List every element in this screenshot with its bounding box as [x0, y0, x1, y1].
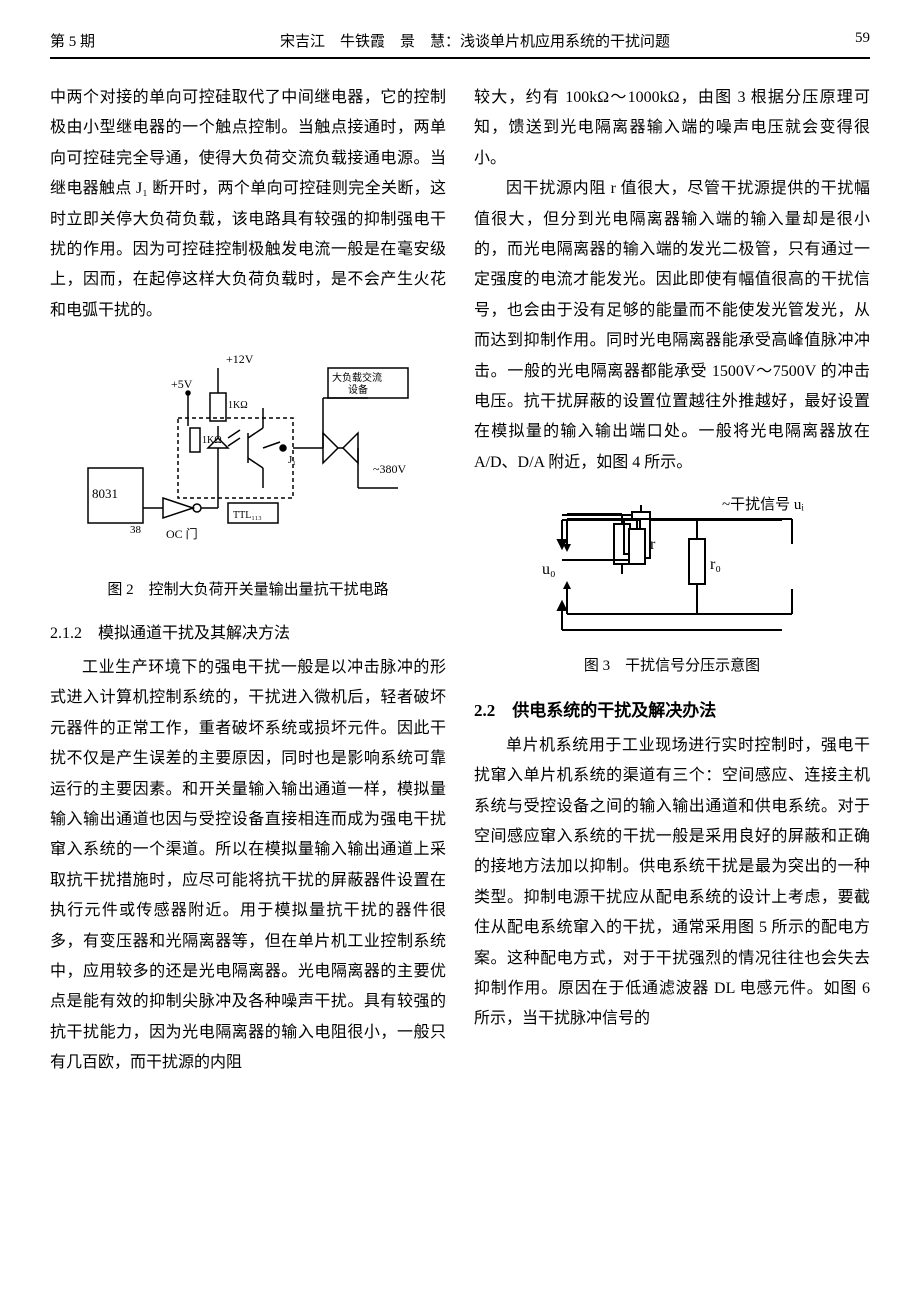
- right-column: 较大，约有 100kΩ～1000kΩ，由图 3 根据分压原理可知，馈送到光电隔离…: [474, 83, 870, 1078]
- label-380v: ~380V: [373, 462, 406, 476]
- running-title: 宋吉江 牛铁霞 景 慧：浅谈单片机应用系统的干扰问题: [280, 30, 670, 51]
- two-column-body: 中两个对接的单向可控硅取代了中间继电器，它的控制极由小型继电器的一个触点控制。当…: [50, 83, 870, 1078]
- label-1k-a: 1KΩ: [228, 400, 248, 411]
- page-number: 59: [855, 30, 870, 51]
- running-header: 第 5 期 宋吉江 牛铁霞 景 慧：浅谈单片机应用系统的干扰问题 59: [50, 30, 870, 59]
- heading-2-1-2: 2.1.2 模拟通道干扰及其解决方法: [50, 619, 446, 649]
- figure-3-divider-diagram: r r₀ u₀ ~干扰信号 uᵢ: [522, 484, 822, 644]
- label-loadbox-2: 设备: [348, 383, 368, 396]
- body-paragraph: 单片机系统用于工业现场进行实时控制时，强电干扰窜入单片机系统的渠道有三个：空间感…: [474, 731, 870, 1035]
- label-8031: 8031: [92, 486, 118, 501]
- body-paragraph: 中两个对接的单向可控硅取代了中间继电器，它的控制极由小型继电器的一个触点控制。当…: [50, 83, 446, 326]
- label-1k-b: 1KΩ: [202, 435, 222, 446]
- heading-2-2: 2.2 供电系统的干扰及解决办法: [474, 695, 870, 727]
- label-j1: J₁: [288, 454, 296, 466]
- figure-3-caption: 图 3 干扰信号分压示意图: [474, 652, 870, 681]
- figure-2-circuit: 8031 38 OC 门 TTL₁₁₃ +5V +12V 1KΩ 1KΩ J₁ …: [78, 338, 418, 568]
- label-r: r: [650, 536, 656, 553]
- body-paragraph: 因干扰源内阻 r 值很大，尽管干扰源提供的干扰幅值很大，但分到光电隔离器输入端的…: [474, 174, 870, 478]
- label-ui: ~干扰信号 uᵢ: [722, 496, 804, 513]
- issue-number: 第 5 期: [50, 30, 95, 51]
- body-paragraph: 较大，约有 100kΩ～1000kΩ，由图 3 根据分压原理可知，馈送到光电隔离…: [474, 83, 870, 174]
- label-u0: u₀: [542, 561, 556, 578]
- figure-2-caption: 图 2 控制大负荷开关量输出量抗干扰电路: [50, 576, 446, 605]
- label-r0: r₀: [710, 556, 721, 573]
- body-paragraph: 工业生产环境下的强电干扰一般是以冲击脉冲的形式进入计算机控制系统的，干扰进入微机…: [50, 653, 446, 1078]
- label-plus5v: +5V: [171, 377, 193, 391]
- label-plus12v: +12V: [226, 352, 254, 366]
- label-loadbox-1: 大负载交流: [332, 371, 382, 384]
- label-oc-gate: OC 门: [166, 526, 198, 541]
- label-ttl113: TTL₁₁₃: [233, 510, 262, 521]
- left-column: 中两个对接的单向可控硅取代了中间继电器，它的控制极由小型继电器的一个触点控制。当…: [50, 83, 446, 1078]
- label-pin38: 38: [130, 524, 142, 536]
